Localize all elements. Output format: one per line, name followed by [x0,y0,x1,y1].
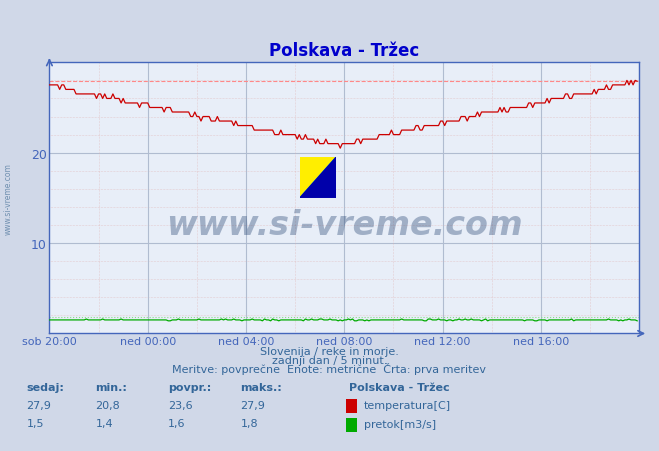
Text: temperatura[C]: temperatura[C] [364,400,451,410]
Text: povpr.:: povpr.: [168,382,212,392]
Polygon shape [300,158,336,198]
Text: 1,8: 1,8 [241,418,258,428]
Text: Slovenija / reke in morje.: Slovenija / reke in morje. [260,346,399,356]
Text: pretok[m3/s]: pretok[m3/s] [364,419,436,429]
Text: www.si-vreme.com: www.si-vreme.com [166,209,523,242]
Text: 1,6: 1,6 [168,418,186,428]
Text: 1,4: 1,4 [96,418,113,428]
Text: 27,9: 27,9 [26,400,51,410]
Polygon shape [300,158,336,198]
Polygon shape [300,158,336,198]
Text: www.si-vreme.com: www.si-vreme.com [3,162,13,235]
Text: min.:: min.: [96,382,127,392]
Text: sedaj:: sedaj: [26,382,64,392]
Text: zadnji dan / 5 minut.: zadnji dan / 5 minut. [272,355,387,365]
Text: maks.:: maks.: [241,382,282,392]
Text: Polskava - Tržec: Polskava - Tržec [349,382,450,392]
Text: 1,5: 1,5 [26,418,44,428]
Text: 20,8: 20,8 [96,400,121,410]
Text: 23,6: 23,6 [168,400,192,410]
Title: Polskava - Tržec: Polskava - Tržec [270,42,419,60]
Text: Meritve: povprečne  Enote: metrične  Črta: prva meritev: Meritve: povprečne Enote: metrične Črta:… [173,362,486,374]
Text: 27,9: 27,9 [241,400,266,410]
